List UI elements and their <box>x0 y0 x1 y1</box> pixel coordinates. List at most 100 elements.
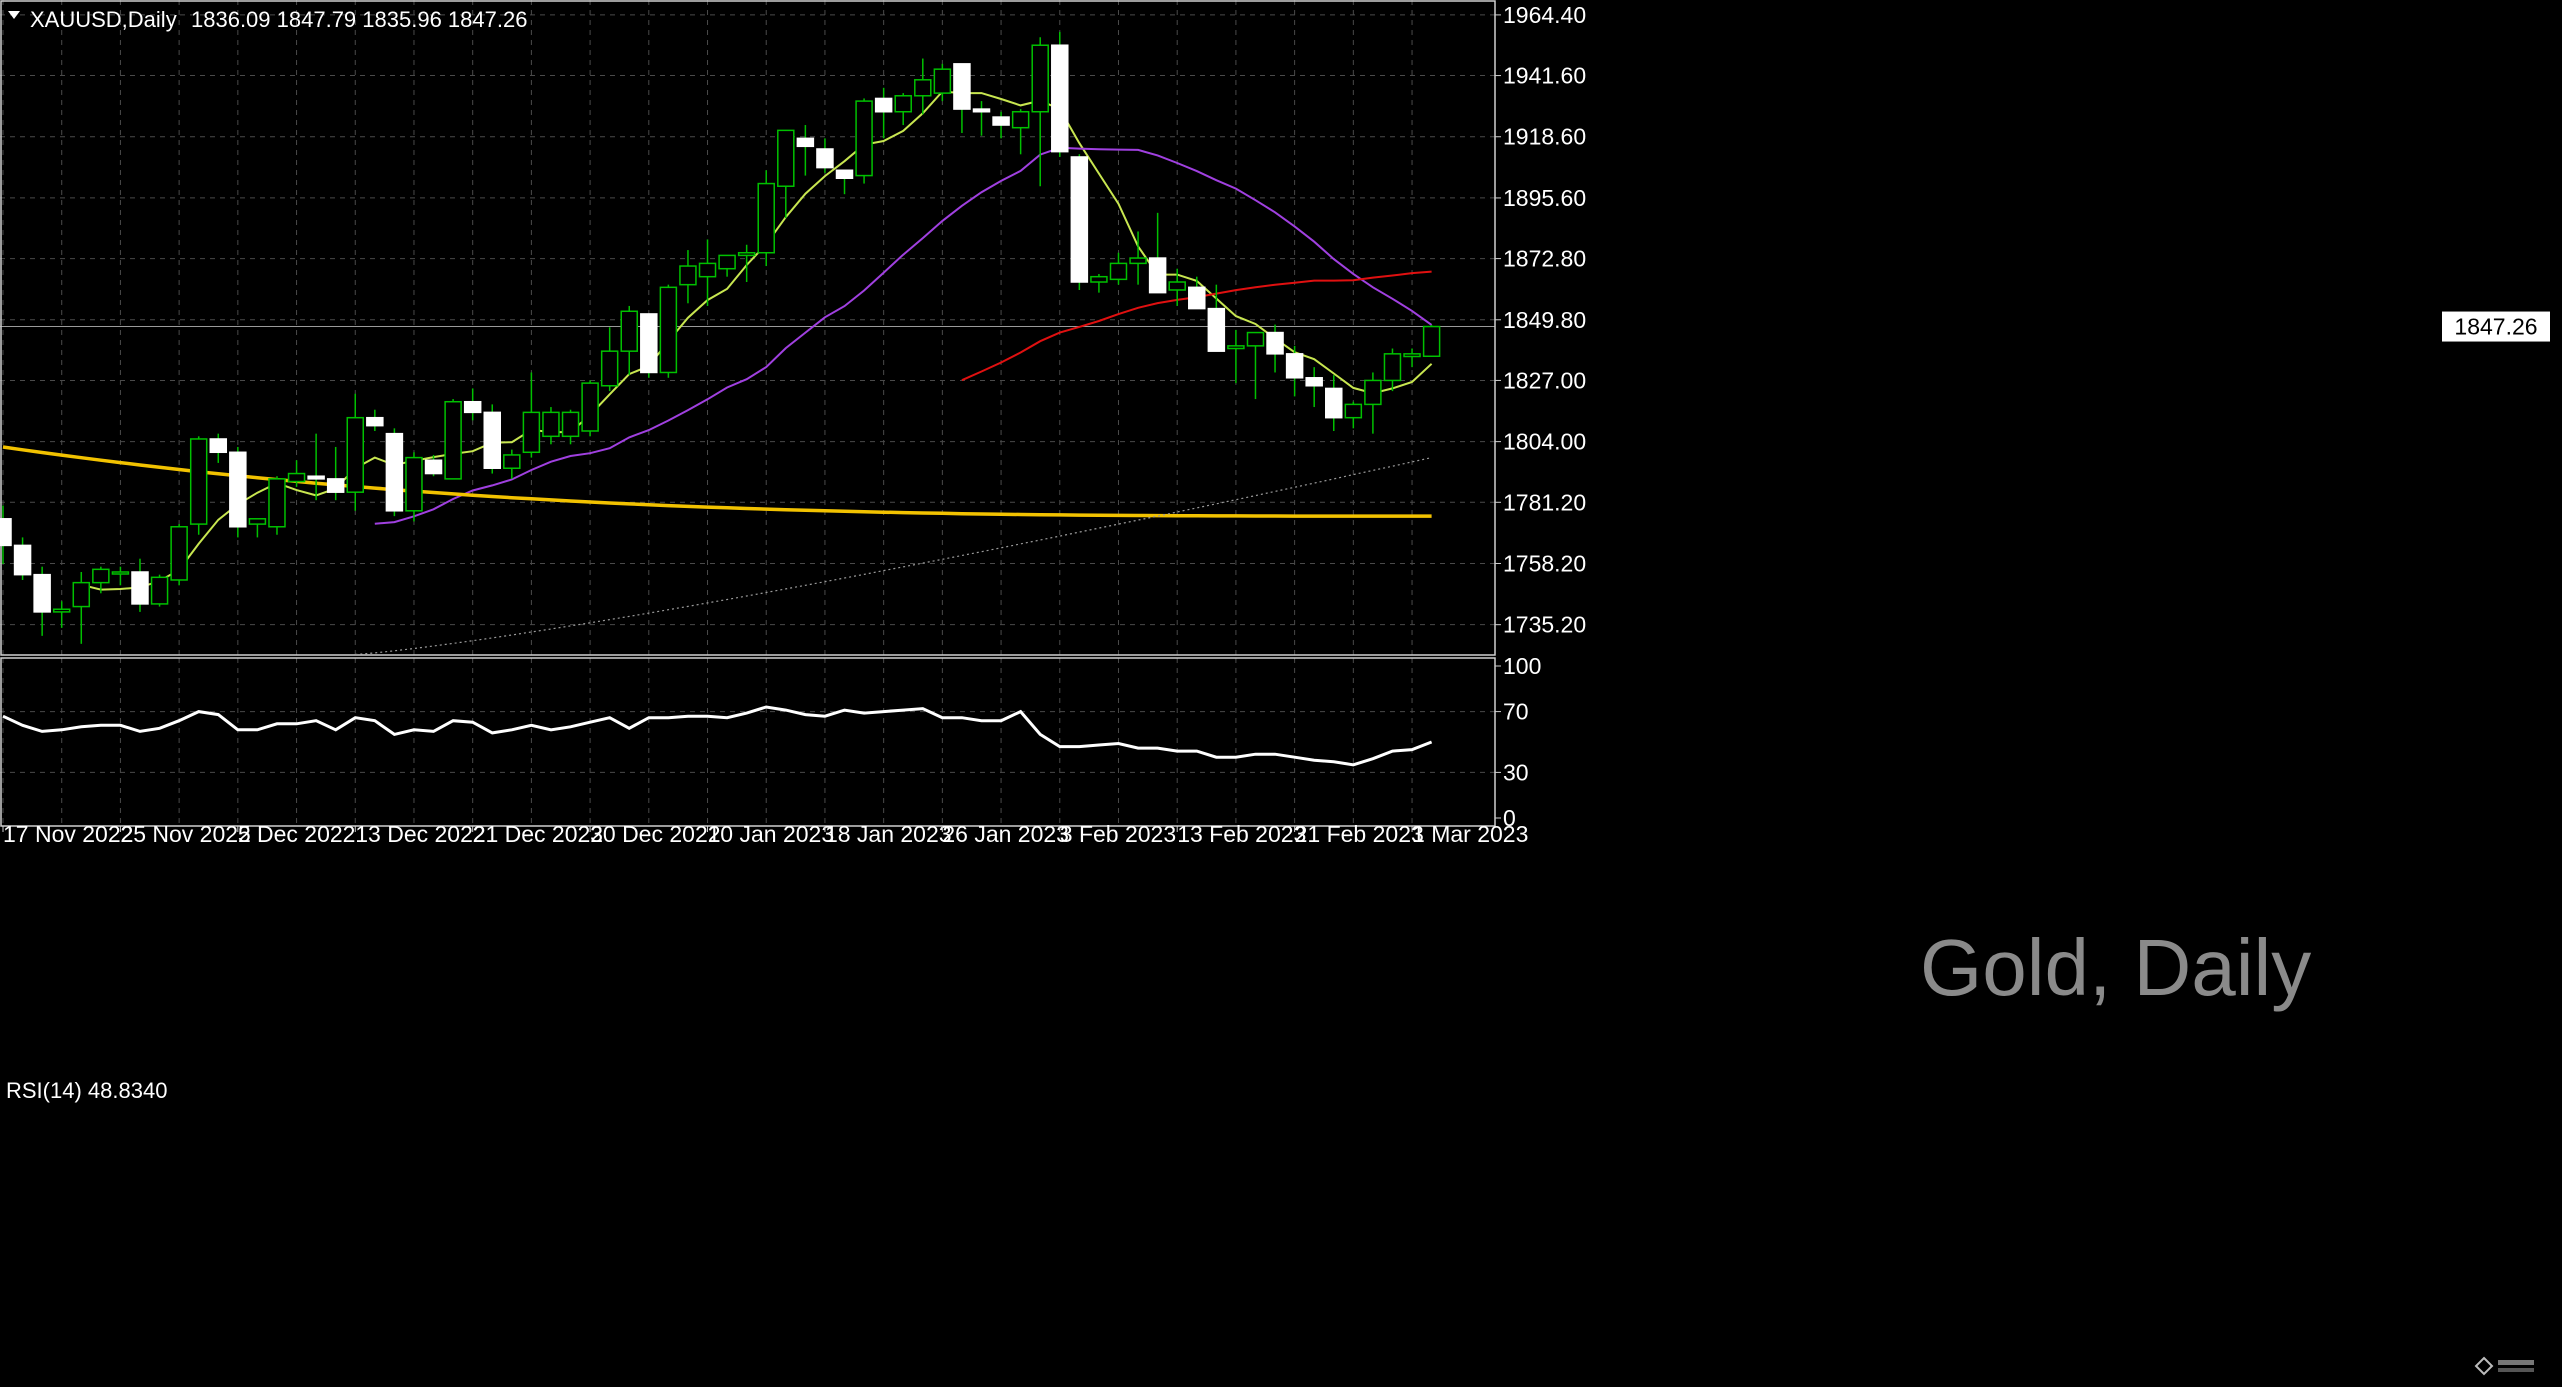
candle <box>1422 325 1441 358</box>
current-price-tag: 1847.26 <box>2442 311 2550 342</box>
time-axis-label: 30 Dec 2022 <box>590 821 720 847</box>
time-axis-label: 10 Jan 2023 <box>708 821 835 847</box>
candle-body-bull <box>52 608 71 613</box>
candle <box>561 409 580 445</box>
candle-body-bull <box>1383 353 1402 382</box>
candle-body-bear <box>953 63 971 110</box>
candle <box>1285 345 1304 397</box>
candle <box>972 101 991 136</box>
candle-body-bull <box>111 571 130 575</box>
collapse-triangle-icon[interactable] <box>8 11 20 19</box>
candle-body-bull <box>150 576 169 605</box>
candle <box>1325 375 1343 431</box>
candle-body-bull <box>1227 345 1245 350</box>
candle-body-bull <box>1168 281 1186 291</box>
candle-body-bull <box>248 518 267 525</box>
candle <box>268 476 286 535</box>
candle-body-bull <box>1129 257 1147 265</box>
candle-body-bull <box>287 472 306 483</box>
candle-body-bear <box>1070 156 1089 283</box>
candle-body-bull <box>542 411 560 438</box>
candle <box>894 93 912 126</box>
price-axis-label: 1849.80 <box>1503 307 1586 333</box>
candle <box>229 446 247 538</box>
candle <box>581 380 599 437</box>
candle-body-bear <box>1285 353 1304 379</box>
rsi-pane-border <box>0 657 1496 827</box>
candle <box>248 518 267 538</box>
candle-body-bull <box>170 526 188 581</box>
time-axis-label: 25 Nov 2022 <box>120 821 250 847</box>
time-axis-label: 18 Jan 2023 <box>825 821 952 847</box>
time-axis-label: 17 Nov 2022 <box>3 821 133 847</box>
candle <box>1246 331 1265 400</box>
candle <box>1364 372 1382 434</box>
candle <box>92 566 110 594</box>
candle-body-bear <box>326 478 345 493</box>
candle <box>131 558 149 612</box>
time-axis-label: 26 Jan 2023 <box>942 821 1069 847</box>
candle <box>1344 401 1363 429</box>
candle <box>72 571 91 644</box>
candle <box>796 125 815 176</box>
price-pane-border <box>0 0 1496 656</box>
candle <box>620 305 638 376</box>
candle-body-bull <box>659 286 678 374</box>
candle-body-bull <box>698 262 717 278</box>
candle <box>503 449 521 479</box>
candle <box>777 129 795 219</box>
candle-body-bear <box>816 148 834 169</box>
price-axis-label: 1918.60 <box>1503 124 1586 150</box>
candle-body-bull <box>737 251 756 257</box>
candle <box>835 169 854 195</box>
candle-body-bull <box>1422 325 1441 358</box>
candle <box>366 409 384 431</box>
candle <box>1090 274 1108 293</box>
candle-body-bull <box>718 254 736 270</box>
candle-body-bull <box>914 79 932 97</box>
price-axis-label: 1941.60 <box>1503 63 1586 89</box>
candle-body-bull <box>620 310 638 352</box>
candle <box>1266 324 1284 373</box>
candle-body-bear <box>385 432 404 512</box>
candle-body-bull <box>1344 403 1363 419</box>
candle-body-bull <box>894 95 912 113</box>
price-axis-label: 1804.00 <box>1503 429 1586 455</box>
candle-body-bear <box>1148 257 1167 294</box>
diamond-logo-icon <box>2474 1356 2494 1376</box>
candle <box>542 407 560 445</box>
candle <box>1383 348 1402 392</box>
candle <box>463 388 482 421</box>
pane-borders <box>0 0 1496 827</box>
candle-body-bull <box>405 456 423 512</box>
candle-body-bear <box>366 416 384 427</box>
rsi-line <box>2 705 1433 767</box>
candle <box>385 428 404 517</box>
candle-body-bear <box>835 169 854 179</box>
candle-body-bull <box>757 182 775 254</box>
candle-body-bull <box>1246 331 1265 347</box>
candle-body-bull <box>1031 44 1049 113</box>
candle-body-bull <box>189 438 208 525</box>
candle-body-bear <box>1051 44 1069 153</box>
time-axis-label: 13 Feb 2023 <box>1177 821 1306 847</box>
candle-body-bull <box>1109 262 1128 281</box>
rsi-line-group <box>2 705 1433 767</box>
candle-body-bull <box>444 400 462 480</box>
candle <box>111 566 130 586</box>
candle-body-bull <box>1364 379 1382 406</box>
price-axis: 1964.40 1941.60 1918.60 1895.60 1872.80 1849.… <box>1495 2 1586 638</box>
candle <box>816 138 834 173</box>
candle <box>405 452 423 522</box>
time-axis-label: 5 Dec 2022 <box>238 821 356 847</box>
candle-body-bull <box>72 581 91 608</box>
price-axis-label: 1872.80 <box>1503 246 1586 272</box>
candle-body-bear <box>796 137 815 148</box>
candle <box>874 87 893 139</box>
candle <box>1051 31 1069 157</box>
rsi-axis: 100 70 30 0 <box>1495 653 1541 831</box>
candle-body-bear <box>1207 307 1226 352</box>
candle-body-bear <box>463 400 482 414</box>
